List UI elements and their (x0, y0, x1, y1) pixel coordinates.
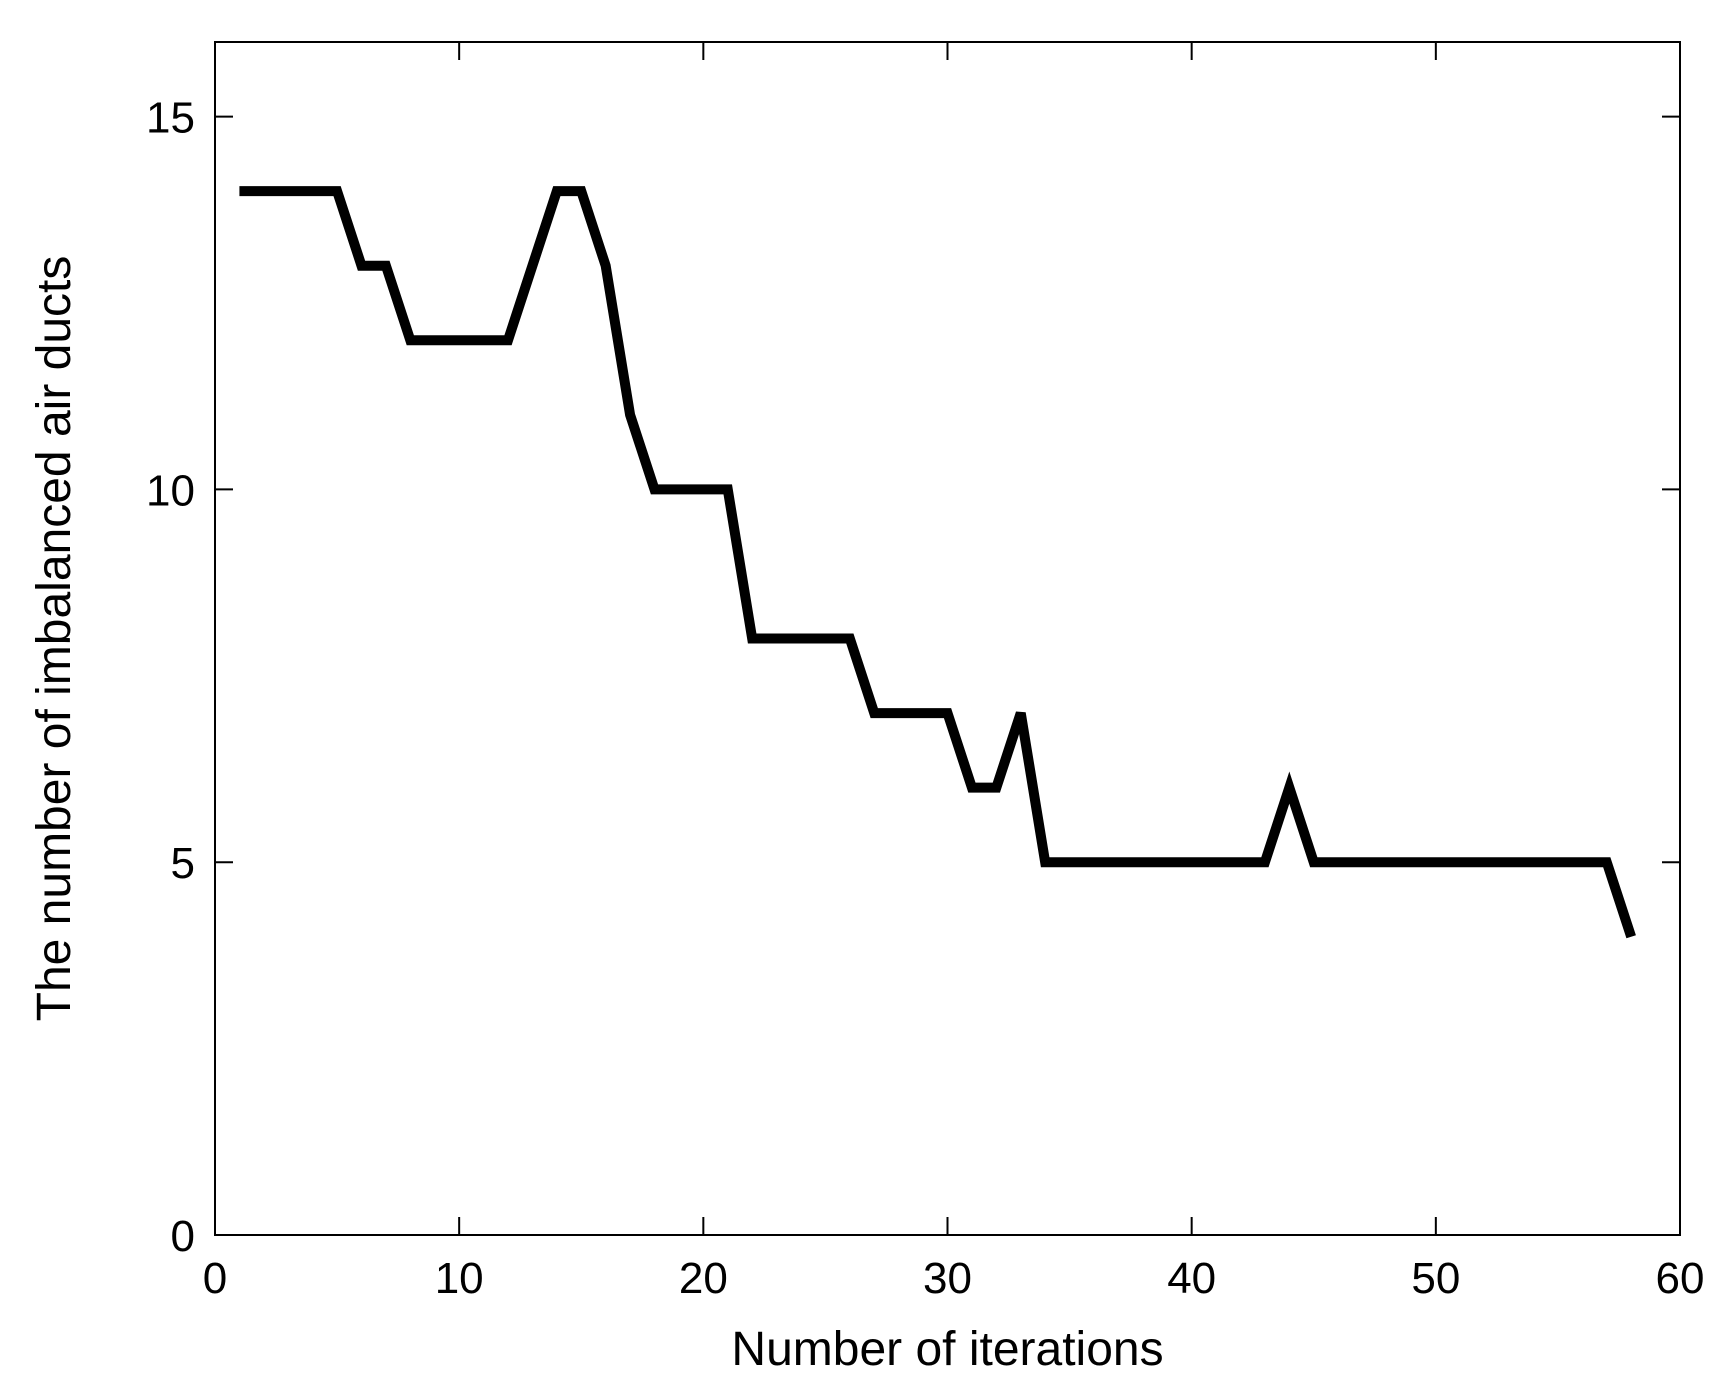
y-axis-label: The number of imbalanced air ducts (28, 256, 81, 1022)
x-tick-label: 20 (679, 1254, 728, 1303)
y-tick-label: 5 (171, 839, 195, 888)
x-tick-label: 0 (203, 1254, 227, 1303)
x-tick-label: 30 (923, 1254, 972, 1303)
y-tick-label: 0 (171, 1212, 195, 1261)
chart-container: 0 10 20 30 40 50 60 0 5 10 15 Number of iterations T… (0, 0, 1732, 1399)
x-tick-label: 10 (435, 1254, 484, 1303)
x-tick-label: 60 (1656, 1254, 1705, 1303)
x-tick-label: 50 (1411, 1254, 1460, 1303)
y-tick-label: 15 (146, 94, 195, 143)
x-axis-label: Number of iterations (731, 1323, 1163, 1376)
line-chart: 0 10 20 30 40 50 60 0 5 10 15 Number of iterations T… (0, 0, 1732, 1399)
y-tick-label: 10 (146, 466, 195, 515)
x-tick-label: 40 (1167, 1254, 1216, 1303)
